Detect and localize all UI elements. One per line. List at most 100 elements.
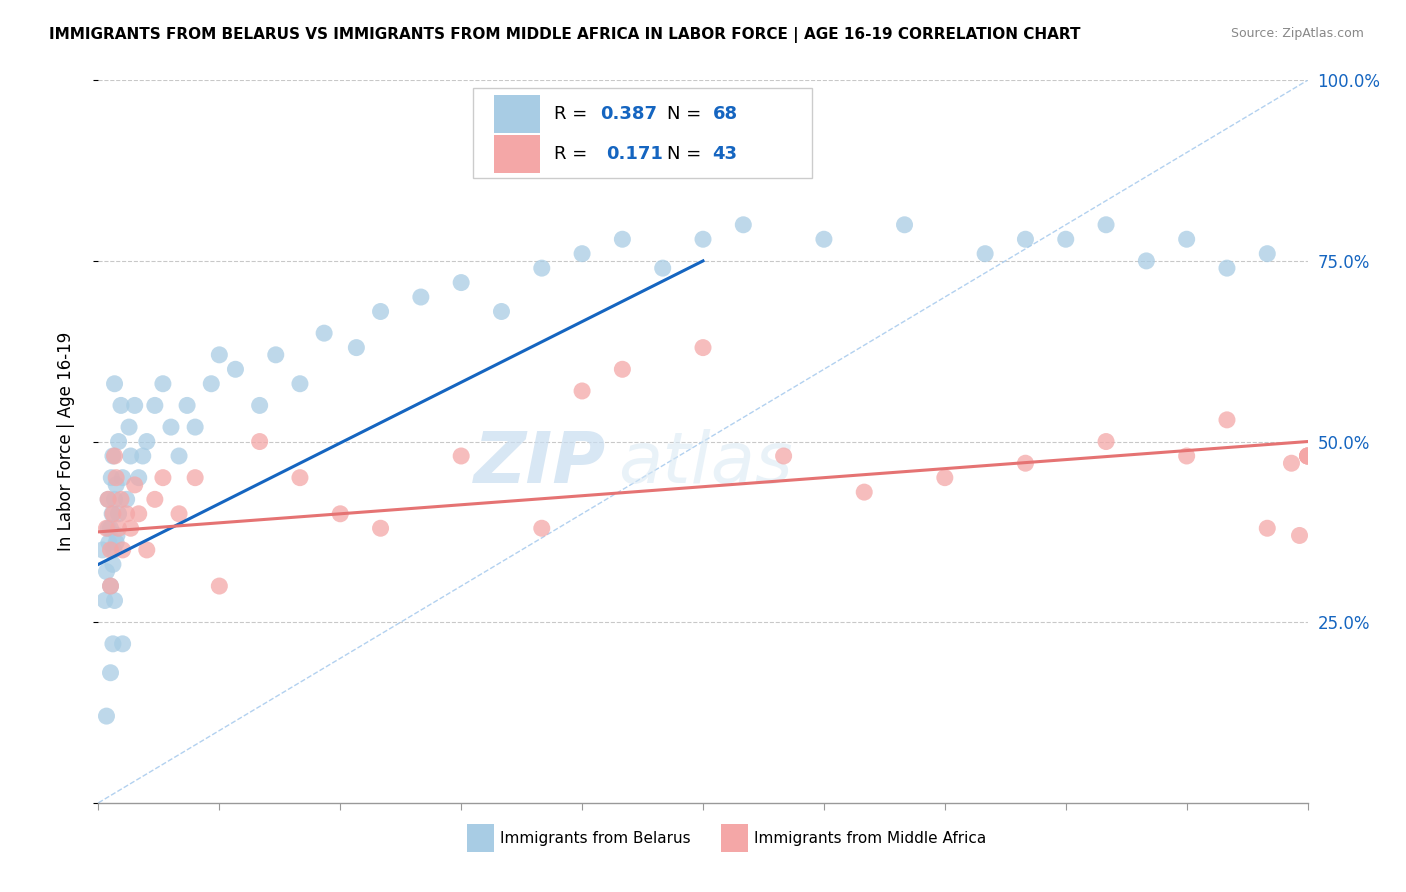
Text: 0.387: 0.387 bbox=[600, 105, 657, 123]
Point bbox=[101, 507, 124, 521]
Point bbox=[100, 521, 122, 535]
Point bbox=[370, 521, 392, 535]
Point bbox=[853, 485, 876, 500]
Point bbox=[91, 542, 114, 557]
Point bbox=[1296, 449, 1319, 463]
Point bbox=[450, 449, 472, 463]
Point bbox=[167, 449, 190, 463]
Point bbox=[105, 528, 128, 542]
Point bbox=[692, 232, 714, 246]
Point bbox=[571, 246, 593, 260]
Point bbox=[97, 492, 120, 507]
Point bbox=[107, 507, 129, 521]
Point bbox=[288, 471, 311, 485]
Point bbox=[103, 376, 125, 391]
Point bbox=[184, 471, 207, 485]
Point bbox=[101, 507, 124, 521]
Text: 43: 43 bbox=[713, 145, 738, 163]
Point bbox=[101, 637, 124, 651]
Point bbox=[1256, 521, 1278, 535]
Point bbox=[105, 471, 128, 485]
Point bbox=[103, 542, 125, 557]
Text: Source: ZipAtlas.com: Source: ZipAtlas.com bbox=[1230, 27, 1364, 40]
Point bbox=[115, 507, 138, 521]
Point bbox=[167, 507, 190, 521]
FancyBboxPatch shape bbox=[494, 136, 540, 173]
Point bbox=[124, 478, 146, 492]
Point bbox=[120, 521, 142, 535]
Point bbox=[101, 449, 124, 463]
Point bbox=[135, 434, 157, 449]
Point bbox=[1288, 528, 1310, 542]
Point bbox=[110, 492, 132, 507]
Point bbox=[97, 535, 120, 549]
Point bbox=[208, 579, 231, 593]
Text: 68: 68 bbox=[713, 105, 738, 123]
Point bbox=[128, 471, 150, 485]
Point bbox=[224, 362, 246, 376]
Point bbox=[813, 232, 835, 246]
Point bbox=[105, 535, 128, 549]
Point bbox=[692, 341, 714, 355]
Point bbox=[111, 542, 134, 557]
Point bbox=[1175, 449, 1198, 463]
Point bbox=[96, 709, 118, 723]
Point bbox=[100, 665, 122, 680]
Point bbox=[160, 420, 183, 434]
Point bbox=[103, 492, 125, 507]
Point bbox=[107, 521, 129, 535]
Point bbox=[96, 565, 118, 579]
FancyBboxPatch shape bbox=[467, 824, 494, 852]
Point bbox=[97, 492, 120, 507]
Text: atlas: atlas bbox=[619, 429, 793, 498]
Point bbox=[1296, 449, 1319, 463]
Point bbox=[100, 579, 122, 593]
Point bbox=[143, 492, 166, 507]
Point bbox=[132, 449, 155, 463]
Point bbox=[176, 398, 198, 412]
Point bbox=[329, 507, 352, 521]
Point bbox=[100, 579, 122, 593]
Point bbox=[249, 434, 271, 449]
Point bbox=[314, 326, 336, 341]
Text: N =: N = bbox=[666, 145, 707, 163]
Point bbox=[1296, 449, 1319, 463]
Point bbox=[135, 542, 157, 557]
Point bbox=[1014, 456, 1036, 470]
Text: N =: N = bbox=[666, 105, 707, 123]
Point bbox=[1135, 253, 1157, 268]
Point bbox=[120, 449, 142, 463]
Point bbox=[893, 218, 915, 232]
Text: ZIP: ZIP bbox=[474, 429, 606, 498]
Point bbox=[1296, 449, 1319, 463]
Point bbox=[143, 398, 166, 412]
Point bbox=[94, 593, 117, 607]
Point bbox=[100, 471, 122, 485]
Point bbox=[1095, 434, 1118, 449]
FancyBboxPatch shape bbox=[721, 824, 748, 852]
Point bbox=[101, 558, 124, 572]
Point bbox=[651, 261, 673, 276]
Point bbox=[974, 246, 997, 260]
Point bbox=[530, 521, 553, 535]
Point bbox=[152, 471, 174, 485]
Y-axis label: In Labor Force | Age 16-19: In Labor Force | Age 16-19 bbox=[56, 332, 75, 551]
Point bbox=[612, 232, 634, 246]
Point bbox=[96, 521, 118, 535]
FancyBboxPatch shape bbox=[494, 95, 540, 133]
Point bbox=[200, 376, 222, 391]
Text: IMMIGRANTS FROM BELARUS VS IMMIGRANTS FROM MIDDLE AFRICA IN LABOR FORCE | AGE 16: IMMIGRANTS FROM BELARUS VS IMMIGRANTS FR… bbox=[49, 27, 1081, 43]
Point bbox=[1256, 246, 1278, 260]
Point bbox=[107, 434, 129, 449]
Text: Immigrants from Belarus: Immigrants from Belarus bbox=[501, 830, 690, 846]
Point bbox=[100, 542, 122, 557]
Point bbox=[409, 290, 432, 304]
Point bbox=[288, 376, 311, 391]
Point bbox=[103, 449, 125, 463]
Point bbox=[934, 471, 956, 485]
Point bbox=[1216, 413, 1239, 427]
Point bbox=[612, 362, 634, 376]
Point bbox=[110, 398, 132, 412]
Point bbox=[1095, 218, 1118, 232]
Text: R =: R = bbox=[554, 105, 593, 123]
